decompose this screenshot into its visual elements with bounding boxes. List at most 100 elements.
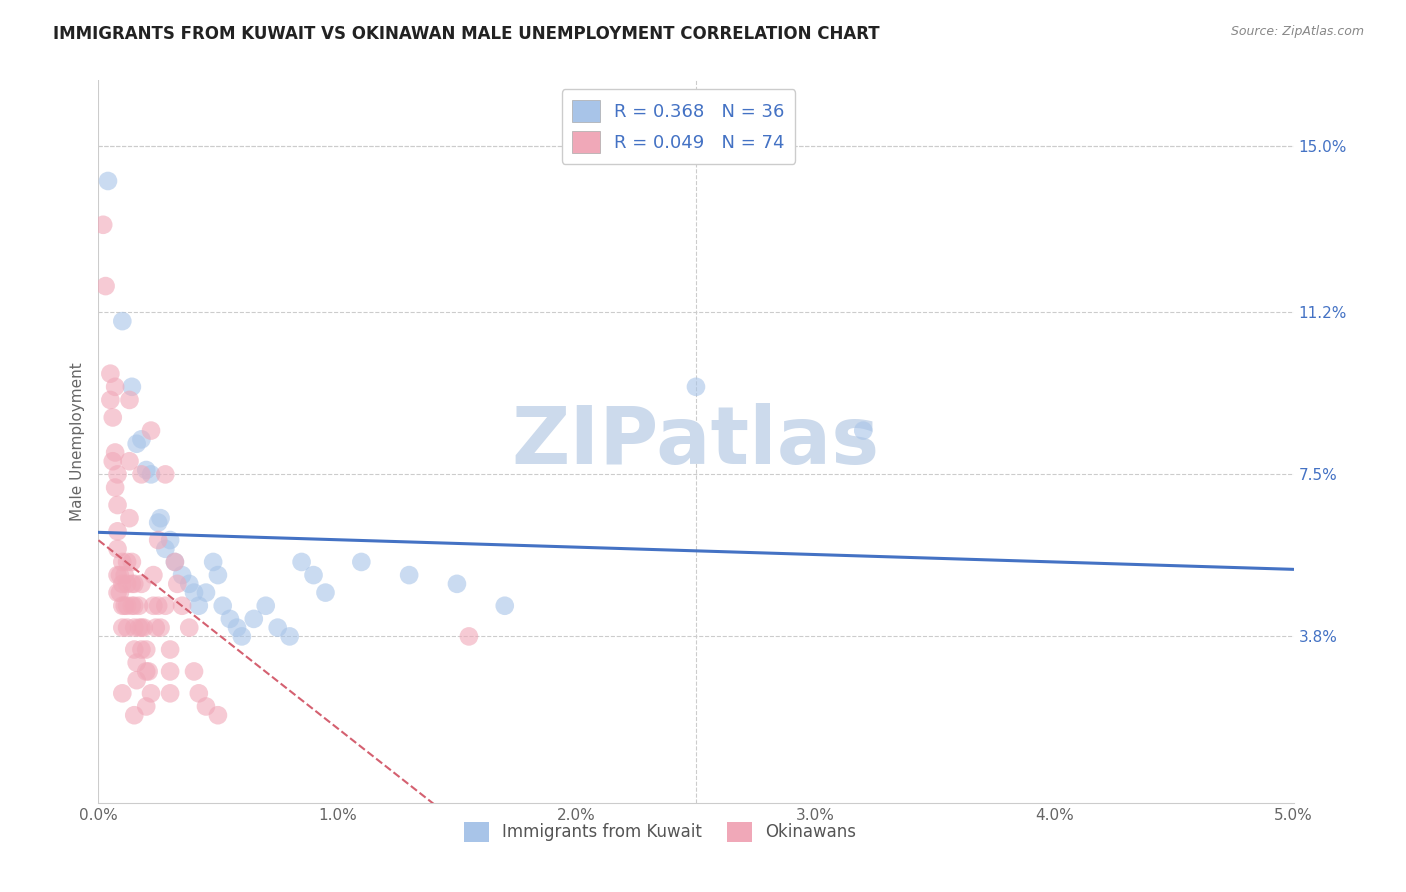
Point — [195, 699, 218, 714]
Point — [131, 467, 153, 482]
Point — [124, 621, 146, 635]
Point — [115, 577, 138, 591]
Point — [101, 454, 124, 468]
Point — [267, 621, 290, 635]
Point — [131, 433, 153, 447]
Point — [139, 467, 162, 482]
Point — [108, 568, 131, 582]
Point — [155, 467, 177, 482]
Point — [121, 555, 143, 569]
Point — [111, 314, 134, 328]
Point — [104, 380, 127, 394]
Point — [107, 524, 129, 539]
Point — [108, 585, 131, 599]
Point — [101, 410, 124, 425]
Legend: Immigrants from Kuwait, Okinawans: Immigrants from Kuwait, Okinawans — [457, 815, 863, 848]
Point — [183, 585, 205, 599]
Point — [139, 686, 162, 700]
Point — [111, 686, 134, 700]
Point — [148, 533, 170, 547]
Point — [163, 555, 186, 569]
Point — [111, 555, 134, 569]
Point — [183, 665, 205, 679]
Point — [852, 424, 875, 438]
Point — [172, 568, 194, 582]
Point — [115, 621, 138, 635]
Point — [135, 665, 157, 679]
Point — [350, 555, 373, 569]
Point — [315, 585, 337, 599]
Point — [207, 568, 229, 582]
Point — [142, 568, 165, 582]
Point — [115, 555, 138, 569]
Point — [202, 555, 225, 569]
Point — [219, 612, 242, 626]
Point — [159, 642, 181, 657]
Point — [111, 599, 134, 613]
Point — [685, 380, 707, 394]
Point — [98, 367, 122, 381]
Point — [155, 599, 177, 613]
Text: ZIPatlas: ZIPatlas — [512, 402, 880, 481]
Point — [138, 665, 160, 679]
Point — [91, 218, 114, 232]
Point — [124, 708, 146, 723]
Point — [121, 599, 143, 613]
Point — [458, 629, 481, 643]
Point — [104, 445, 127, 459]
Point — [98, 392, 122, 407]
Point — [226, 621, 249, 635]
Point — [124, 599, 146, 613]
Point — [125, 656, 148, 670]
Point — [107, 541, 129, 556]
Point — [121, 577, 143, 591]
Text: IMMIGRANTS FROM KUWAIT VS OKINAWAN MALE UNEMPLOYMENT CORRELATION CHART: IMMIGRANTS FROM KUWAIT VS OKINAWAN MALE … — [53, 25, 880, 43]
Point — [159, 533, 181, 547]
Point — [107, 585, 129, 599]
Point — [155, 541, 177, 556]
Point — [107, 498, 129, 512]
Point — [118, 392, 141, 407]
Point — [231, 629, 253, 643]
Point — [135, 463, 157, 477]
Y-axis label: Male Unemployment: Male Unemployment — [69, 362, 84, 521]
Point — [302, 568, 325, 582]
Point — [128, 621, 150, 635]
Point — [494, 599, 516, 613]
Point — [114, 568, 136, 582]
Point — [278, 629, 301, 643]
Point — [139, 424, 162, 438]
Text: Source: ZipAtlas.com: Source: ZipAtlas.com — [1230, 25, 1364, 38]
Point — [142, 599, 165, 613]
Point — [135, 699, 157, 714]
Point — [121, 380, 143, 394]
Point — [172, 599, 194, 613]
Point — [187, 686, 209, 700]
Point — [446, 577, 468, 591]
Point — [97, 174, 120, 188]
Point — [107, 467, 129, 482]
Point — [104, 481, 127, 495]
Point — [148, 599, 170, 613]
Point — [131, 577, 153, 591]
Point — [125, 436, 148, 450]
Point — [243, 612, 266, 626]
Point — [149, 511, 172, 525]
Point — [179, 577, 201, 591]
Point — [124, 577, 146, 591]
Point — [131, 642, 153, 657]
Point — [107, 568, 129, 582]
Point — [291, 555, 314, 569]
Point — [94, 279, 117, 293]
Point — [159, 665, 181, 679]
Point — [125, 673, 148, 688]
Point — [166, 577, 188, 591]
Point — [111, 577, 134, 591]
Point — [187, 599, 209, 613]
Point — [211, 599, 233, 613]
Point — [128, 599, 150, 613]
Point — [149, 621, 172, 635]
Point — [179, 621, 201, 635]
Point — [148, 516, 170, 530]
Point — [131, 621, 153, 635]
